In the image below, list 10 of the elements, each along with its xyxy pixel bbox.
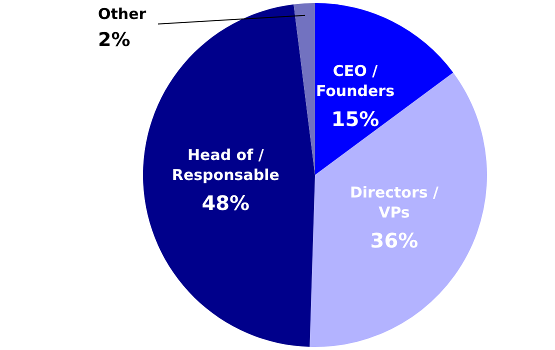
- data-label: 2%: [98, 29, 130, 51]
- pie-slice: [315, 3, 454, 175]
- data-label: 15%: [331, 107, 380, 132]
- pie-slice: [294, 3, 315, 175]
- slice-label: CEO / Founders: [316, 62, 395, 100]
- slice-label: Directors / VPs: [350, 183, 440, 222]
- data-label: 48%: [202, 191, 250, 216]
- slice-label: Other: [98, 5, 147, 23]
- slice-label: Head of / Responsable: [172, 146, 280, 184]
- data-label: 36%: [370, 228, 418, 252]
